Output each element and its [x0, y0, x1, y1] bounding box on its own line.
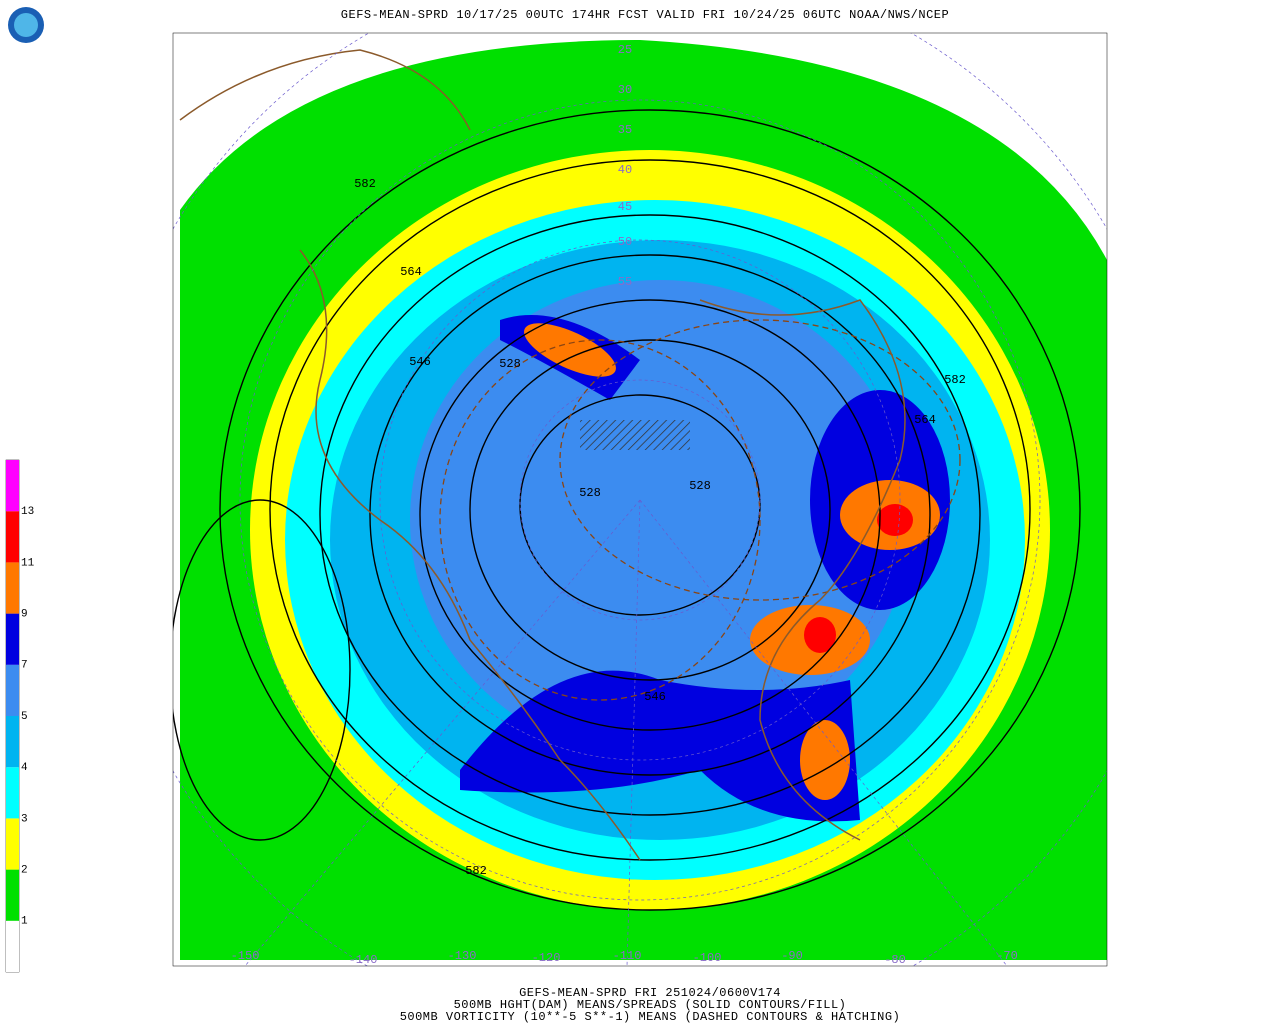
contour-label: 582	[354, 177, 376, 191]
coastlines	[179, 49, 906, 861]
colorbar-swatch	[6, 613, 19, 665]
hatching	[580, 420, 690, 450]
map-frame	[172, 32, 1108, 967]
latitude-label: 45	[618, 200, 632, 214]
map	[173, 33, 1107, 966]
vorticity-contours	[439, 319, 961, 701]
contour-label: 528	[579, 486, 601, 500]
colorbar-label: 4	[21, 762, 28, 774]
colorbar-swatch	[6, 664, 19, 716]
latitude-label: 55	[618, 275, 632, 289]
colorbar-swatch	[6, 869, 19, 921]
colorbar-label: 3	[21, 813, 28, 825]
fill-11b	[804, 617, 836, 653]
colorbar-swatch	[6, 511, 19, 563]
longitude-label: -110	[613, 949, 642, 963]
fill-9d	[800, 720, 850, 800]
latitude-label: 25	[618, 43, 632, 57]
longitude-label: -150	[231, 949, 260, 963]
longitude-label: -100	[693, 951, 722, 965]
footer-line: 500MB VORTICITY (10**-5 S**-1) MEANS (DA…	[400, 1010, 901, 1024]
contour-label: 582	[944, 373, 966, 387]
colorbar-label: 1	[21, 916, 28, 928]
footer-line: 500MB HGHT(DAM) MEANS/SPREADS (SOLID CON…	[454, 998, 847, 1012]
colorbar-label: 7	[21, 660, 28, 672]
title: GEFS-MEAN-SPRD 10/17/25 00UTC 174HR FCST…	[341, 8, 949, 22]
contour-label: 546	[644, 690, 666, 704]
colorbar-label: 9	[21, 609, 28, 621]
contour-label: 564	[400, 265, 422, 279]
latitude-label: 50	[618, 235, 632, 249]
colorbar-swatch	[6, 818, 19, 870]
colorbar-label: 13	[21, 506, 34, 518]
longitude-label: -130	[448, 949, 477, 963]
height-contours	[173, 109, 1081, 911]
colorbar-swatch	[6, 767, 19, 819]
colorbar-label: 11	[21, 557, 35, 569]
graticule	[173, 33, 1107, 966]
longitude-label: -90	[781, 949, 803, 963]
contour-label: 564	[914, 413, 936, 427]
colorbar-swatch	[6, 920, 19, 972]
contour-label: 528	[689, 479, 711, 493]
noaa-logo-inner	[14, 13, 38, 37]
colorbar-label: 2	[21, 865, 28, 877]
fill-11	[877, 504, 913, 536]
contour-label: 528	[499, 357, 521, 371]
contour-label: 582	[465, 864, 487, 878]
longitude-label: -140	[349, 953, 378, 967]
colorbar-swatch	[6, 716, 19, 768]
latitude-label: 40	[618, 163, 632, 177]
fill-9	[524, 323, 616, 377]
footer-line: GEFS-MEAN-SPRD FRI 251024/0600V174	[519, 986, 781, 1000]
colorbar-swatch	[6, 562, 19, 614]
longitude-label: -120	[532, 951, 561, 965]
latitude-label: 30	[618, 83, 632, 97]
longitude-label: -80	[884, 953, 906, 967]
latitude-label: 35	[618, 123, 632, 137]
colorbar-label: 5	[21, 711, 28, 723]
contour-label: 546	[409, 355, 431, 369]
colorbar-swatch	[6, 460, 19, 512]
longitude-label: -70	[996, 949, 1018, 963]
